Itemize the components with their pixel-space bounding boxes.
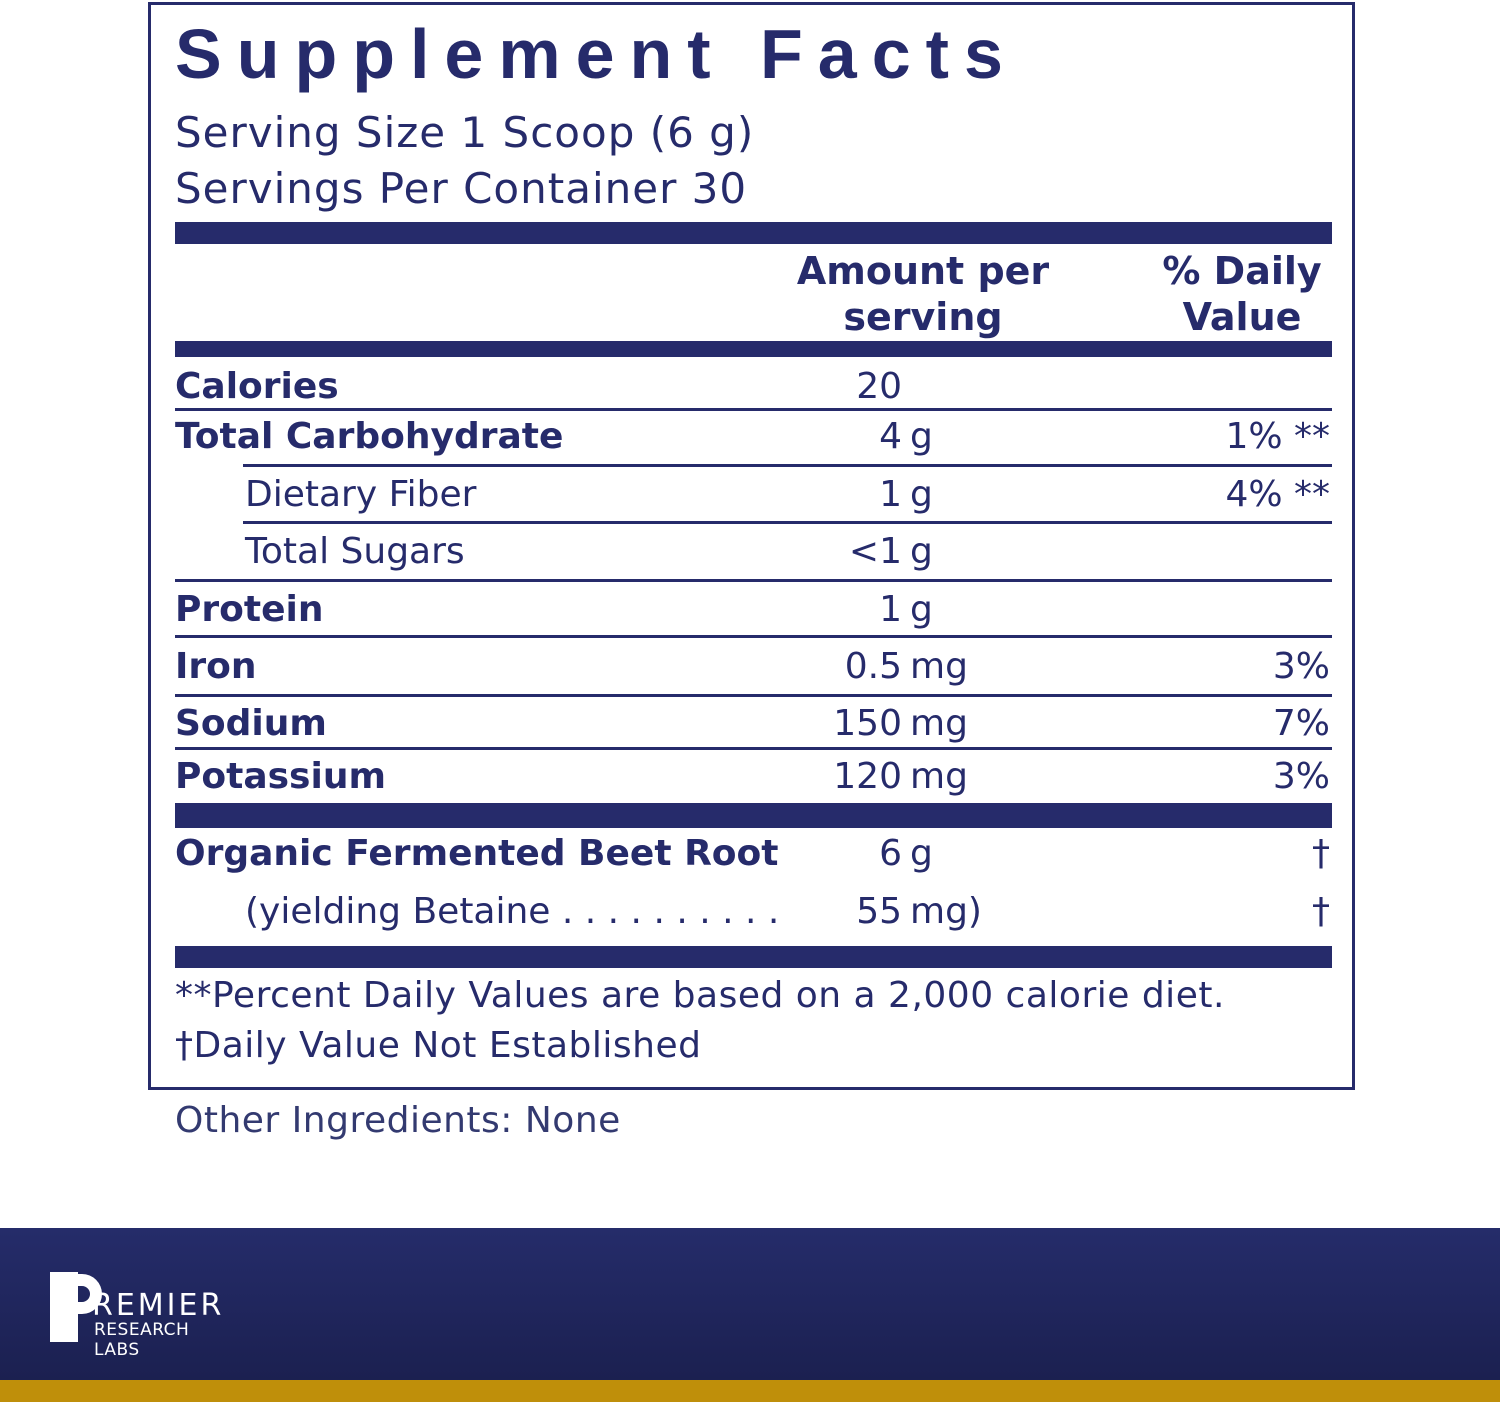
nutrient-unit: g [910, 416, 933, 457]
row-divider [243, 521, 1332, 524]
ingredient-name: (yielding Betaine . . . . . . . . . . [245, 891, 780, 932]
nutrient-row: Total Carbohydrate 4 g 1% ** [175, 410, 1332, 460]
ingredient-row: (yielding Betaine . . . . . . . . . . 55… [175, 885, 1332, 935]
nutrient-name: Total Sugars [245, 531, 465, 572]
gold-stripe [0, 1380, 1500, 1402]
ingredient-unit: g [910, 833, 933, 874]
serving-size: Serving Size 1 Scoop (6 g) [175, 108, 755, 157]
divider-bar [175, 341, 1332, 357]
row-divider [175, 635, 1332, 638]
nutrient-row: Total Sugars <1 g [175, 525, 1332, 575]
nutrient-amount: 1 [879, 589, 902, 630]
nutrient-unit: g [910, 531, 933, 572]
nutrient-row: Dietary Fiber 1 g 4% ** [175, 468, 1332, 518]
logo-p-bowl [50, 1274, 102, 1314]
nutrient-unit: mg [910, 756, 968, 797]
nutrient-amount: 4 [879, 416, 902, 457]
nutrient-unit: g [910, 474, 933, 515]
divider-bar [175, 946, 1332, 968]
row-divider [243, 464, 1332, 467]
row-divider [175, 694, 1332, 697]
nutrient-name: Sodium [175, 703, 327, 744]
nutrient-unit: mg [910, 703, 968, 744]
nutrient-unit: g [910, 589, 933, 630]
nutrient-name: Dietary Fiber [245, 474, 477, 515]
nutrient-amount: <1 [848, 531, 902, 572]
nutrient-unit: mg [910, 646, 968, 687]
nutrient-name: Potassium [175, 756, 386, 797]
nutrient-daily-value: 3% [1272, 646, 1330, 687]
supplement-facts-panel [148, 2, 1355, 1090]
ingredient-daily-value: † [1312, 891, 1330, 932]
logo-research-labs: RESEARCH LABS [94, 1320, 190, 1360]
nutrient-daily-value: 1% ** [1225, 416, 1330, 457]
header-amount: Amount per serving [796, 249, 1050, 339]
nutrient-row: Sodium 150 mg 7% [175, 697, 1332, 747]
nutrient-row: Calories 20 [175, 360, 1332, 410]
ingredient-amount: 55 [856, 891, 902, 932]
nutrient-daily-value: 3% [1272, 756, 1330, 797]
divider-bar [175, 222, 1332, 244]
divider-bar [175, 803, 1332, 828]
nutrient-name: Calories [175, 366, 339, 407]
nutrient-amount: 20 [856, 366, 902, 407]
nutrient-name: Total Carbohydrate [175, 416, 564, 457]
nutrient-amount: 1 [879, 474, 902, 515]
nutrient-amount: 120 [833, 756, 902, 797]
nutrient-daily-value: 7% [1272, 703, 1330, 744]
other-ingredients: Other Ingredients: None [175, 1100, 621, 1141]
nutrient-row: Protein 1 g [175, 583, 1332, 633]
nutrient-daily-value: 4% ** [1225, 474, 1330, 515]
brand-footer [0, 1228, 1500, 1380]
panel-title: Supplement Facts [175, 15, 1018, 93]
ingredient-unit: mg) [910, 891, 982, 932]
row-divider [175, 747, 1332, 750]
nutrient-row: Iron 0.5 mg 3% [175, 640, 1332, 690]
row-divider [175, 579, 1332, 582]
footnote-not-established: †Daily Value Not Established [175, 1025, 702, 1066]
footnote-daily-values: **Percent Daily Values are based on a 2,… [175, 975, 1225, 1016]
nutrient-row: Potassium 120 mg 3% [175, 750, 1332, 800]
nutrient-name: Protein [175, 589, 324, 630]
logo-premier: REMIER [92, 1288, 225, 1323]
ingredient-daily-value: † [1312, 833, 1330, 874]
nutrient-amount: 150 [833, 703, 902, 744]
header-daily-value: % Daily Value [1162, 249, 1322, 339]
nutrient-amount: 0.5 [844, 646, 902, 687]
ingredient-name: Organic Fermented Beet Root [175, 833, 779, 874]
row-divider [175, 408, 1332, 411]
ingredient-row: Organic Fermented Beet Root 6 g † [175, 827, 1332, 877]
ingredient-amount: 6 [879, 833, 902, 874]
servings-per-container: Servings Per Container 30 [175, 164, 748, 213]
nutrient-name: Iron [175, 646, 257, 687]
